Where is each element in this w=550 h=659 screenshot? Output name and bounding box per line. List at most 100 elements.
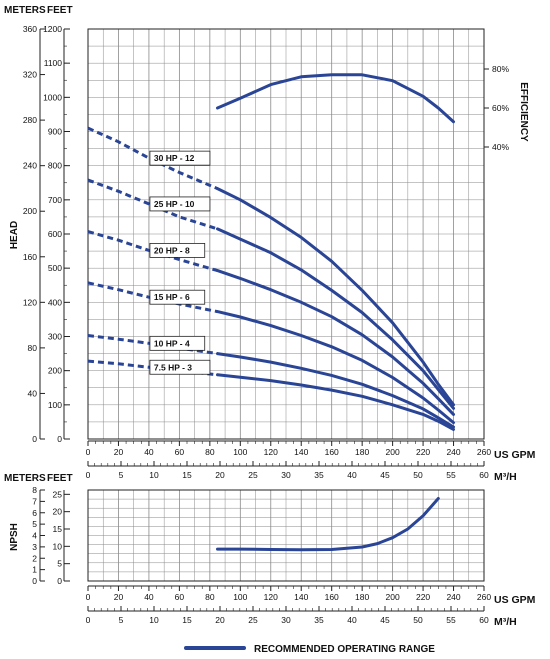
head-curve [216,269,455,416]
npsh-feet-axis: 25 20 15 10 5 0 [53,489,70,586]
npsh-x-axes: 0 20 40 60 80 100 120 140 160 180 200 220 240 260 0 5 10… [86,585,491,625]
curve-label: 20 HP - 8 [154,245,190,255]
m3h-tick-label: 55 [446,615,456,625]
gpm-unit-label-npsh: US GPM [494,594,536,606]
m3h-tick-label: 30 [281,470,291,480]
feet-tick-label: 800 [48,161,62,171]
meters-tick-label: 320 [23,70,37,80]
feet-tick-label: 1100 [44,58,63,68]
curve-label-box [149,242,206,258]
m3h-tick-label: 40 [347,615,357,625]
meters-tick-label: 40 [28,388,38,398]
gpm-tick-label: 260 [477,592,491,602]
npsh-meters-tick-label: 4 [32,531,37,541]
gpm-tick-label: 80 [205,592,215,602]
m3h-tick-label: 0 [86,615,91,625]
gpm-tick-label: 160 [325,592,339,602]
efficiency-curve [216,73,455,124]
npsh-axis-label: NPSH [9,523,20,551]
npsh-meters-tick-label: 6 [32,508,37,518]
npsh-meters-tick-label: 7 [32,496,37,506]
feet-tick-label: 1000 [43,92,62,102]
curve-label: 15 HP - 6 [154,292,190,302]
npsh-meters-tick-label: 3 [32,542,37,552]
feet-tick-label: 900 [48,127,62,137]
gpm-tick-label: 100 [233,592,247,602]
m3h-tick-label: 35 [314,615,324,625]
m3h-tick-label: 50 [413,615,423,625]
head-curve-labels: 30 HP - 12 25 HP - 10 20 HP - 8 15 HP - 6 10… [149,150,211,375]
m3h-tick-label: 5 [119,470,124,480]
gpm-tick-label: 100 [233,447,247,457]
efficiency-tick-label: 40% [492,142,509,152]
curve-label-box [149,359,211,375]
gpm-unit-label-head: US GPM [494,449,536,461]
gpm-tick-label: 160 [325,447,339,457]
gpm-tick-label: 60 [175,592,185,602]
curve-label: 25 HP - 10 [154,199,195,209]
m3h-tick-label: 55 [446,470,456,480]
head-meters-axis: 360 320 280 240 200 160 120 80 40 0 [23,24,45,444]
m3h-tick-label: 60 [479,615,489,625]
m3h-tick-label: 50 [413,470,423,480]
meters-tick-label: 280 [23,115,37,125]
gpm-tick-label: 200 [386,592,400,602]
m3h-tick-label: 25 [248,470,258,480]
npsh-feet-tick-label: 20 [53,507,63,517]
npsh-curve [216,497,440,552]
meters-tick-label: 120 [23,297,37,307]
gpm-tick-label: 260 [477,447,491,457]
m3h-tick-label: 10 [149,615,159,625]
npsh-feet-tick-label: 0 [57,576,62,586]
curve-label: 10 HP - 4 [154,338,190,348]
npsh-meters-tick-label: 8 [32,485,37,495]
efficiency-axis-label: EFFICIENCY [518,82,529,142]
feet-tick-label: 300 [48,332,62,342]
head-axis-label: HEAD [9,221,20,249]
gpm-tick-label: 20 [114,592,124,602]
npsh-required-curve [216,497,440,552]
npsh-meters-tick-label: 1 [32,565,37,575]
efficiency-axis: 80% 60% 40% [483,29,509,439]
curve-dashed [87,230,218,273]
npsh-meters-tick-label: 2 [32,553,37,563]
feet-tick-label: 0 [57,434,62,444]
head-curve [216,373,455,431]
curve-dashed [87,281,218,314]
m3h-tick-label: 60 [479,470,489,480]
m3h-unit-label-head: M³/H [494,471,517,483]
gpm-tick-label: 120 [264,592,278,602]
npsh-meters-header: METERS [4,473,46,484]
curve-label-box [149,150,211,166]
curve-label-box [149,196,211,212]
npsh-meters-axis: 87 65 432 10 [32,485,45,586]
feet-tick-label: 1200 [43,24,62,34]
gpm-tick-label: 220 [416,447,430,457]
gpm-tick-label: 240 [446,447,460,457]
m3h-tick-label: 10 [149,470,159,480]
head-curves [87,73,455,431]
m3h-tick-label: 30 [281,615,291,625]
m3h-tick-label: 20 [215,470,225,480]
head-curve [216,352,455,429]
meters-tick-label: 0 [32,434,37,444]
m3h-tick-label: 45 [380,470,390,480]
npsh-meters-tick-label: 0 [32,576,37,586]
m3h-tick-label: 45 [380,615,390,625]
npsh-feet-tick-label: 15 [53,524,63,534]
m3h-tick-label: 15 [182,470,192,480]
m3h-tick-label: 25 [248,615,258,625]
meters-tick-label: 360 [23,24,37,34]
curve-dashed [87,178,218,231]
npsh-feet-tick-label: 5 [57,559,62,569]
head-curve [216,310,455,425]
npsh-feet-tick-label: 25 [53,489,63,499]
gpm-tick-label: 40 [144,592,154,602]
curve-label: 7.5 HP - 3 [154,362,192,372]
efficiency-tick-label: 60% [492,103,509,113]
head-curve [216,227,455,410]
curve-label-box [149,335,206,351]
gpm-tick-label: 180 [355,592,369,602]
